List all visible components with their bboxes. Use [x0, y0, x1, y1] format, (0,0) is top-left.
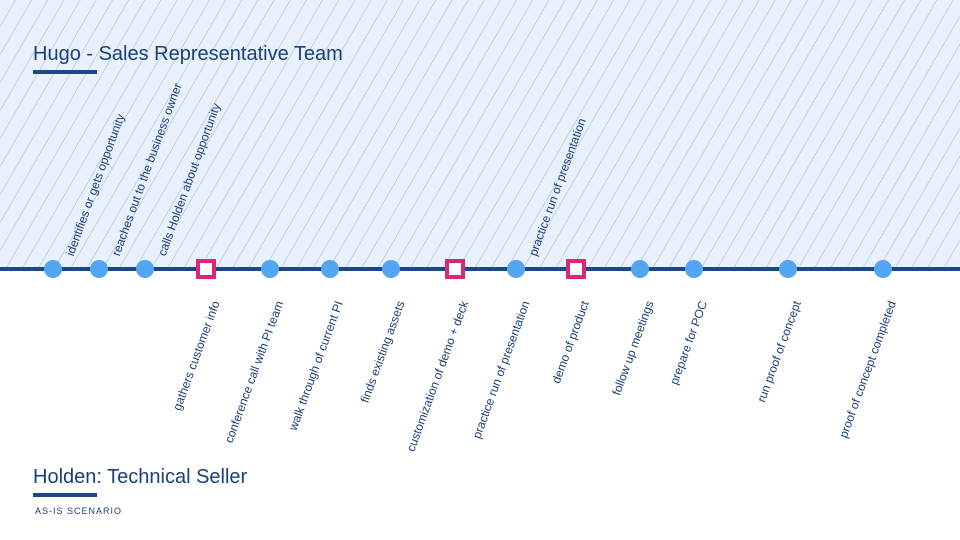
- event-label-bottom: demo of product: [549, 299, 592, 386]
- milestone-marker: [779, 260, 797, 278]
- scenario-tag: AS-IS SCENARIO: [35, 506, 123, 516]
- event-label-bottom: practice run of presentation: [469, 299, 533, 441]
- event-label-bottom: finds existing assets: [357, 299, 408, 405]
- sales-rep-lane-title: Hugo - Sales Representative Team: [33, 43, 343, 65]
- event-label-bottom: conference call with PI team: [221, 299, 287, 445]
- milestone-marker: [90, 260, 108, 278]
- event-label-bottom: run proof of concept: [754, 299, 804, 405]
- milestone-marker: [321, 260, 339, 278]
- sales-rep-title-underline: [33, 70, 97, 74]
- decision-marker: [566, 259, 586, 279]
- timeline-axis: [0, 267, 960, 271]
- event-label-bottom: proof of concept completed: [836, 299, 899, 440]
- milestone-marker: [507, 260, 525, 278]
- technical-seller-lane-title: Holden: Technical Seller: [33, 466, 248, 488]
- milestone-marker: [44, 260, 62, 278]
- event-label-bottom: walk through of current PI: [285, 299, 346, 433]
- milestone-marker: [874, 260, 892, 278]
- milestone-marker: [382, 260, 400, 278]
- event-label-bottom: follow up meetings: [609, 299, 657, 398]
- milestone-marker: [261, 260, 279, 278]
- event-label-bottom: gathers customer info: [169, 299, 223, 413]
- decision-marker: [445, 259, 465, 279]
- event-label-bottom: prepare for POC: [666, 299, 711, 387]
- milestone-marker: [136, 260, 154, 278]
- milestone-marker: [631, 260, 649, 278]
- milestone-marker: [685, 260, 703, 278]
- technical-seller-title-underline: [33, 493, 97, 497]
- decision-marker: [196, 259, 216, 279]
- sales-rep-lane-background: [0, 0, 960, 269]
- event-label-bottom: customization of demo + deck: [403, 299, 472, 454]
